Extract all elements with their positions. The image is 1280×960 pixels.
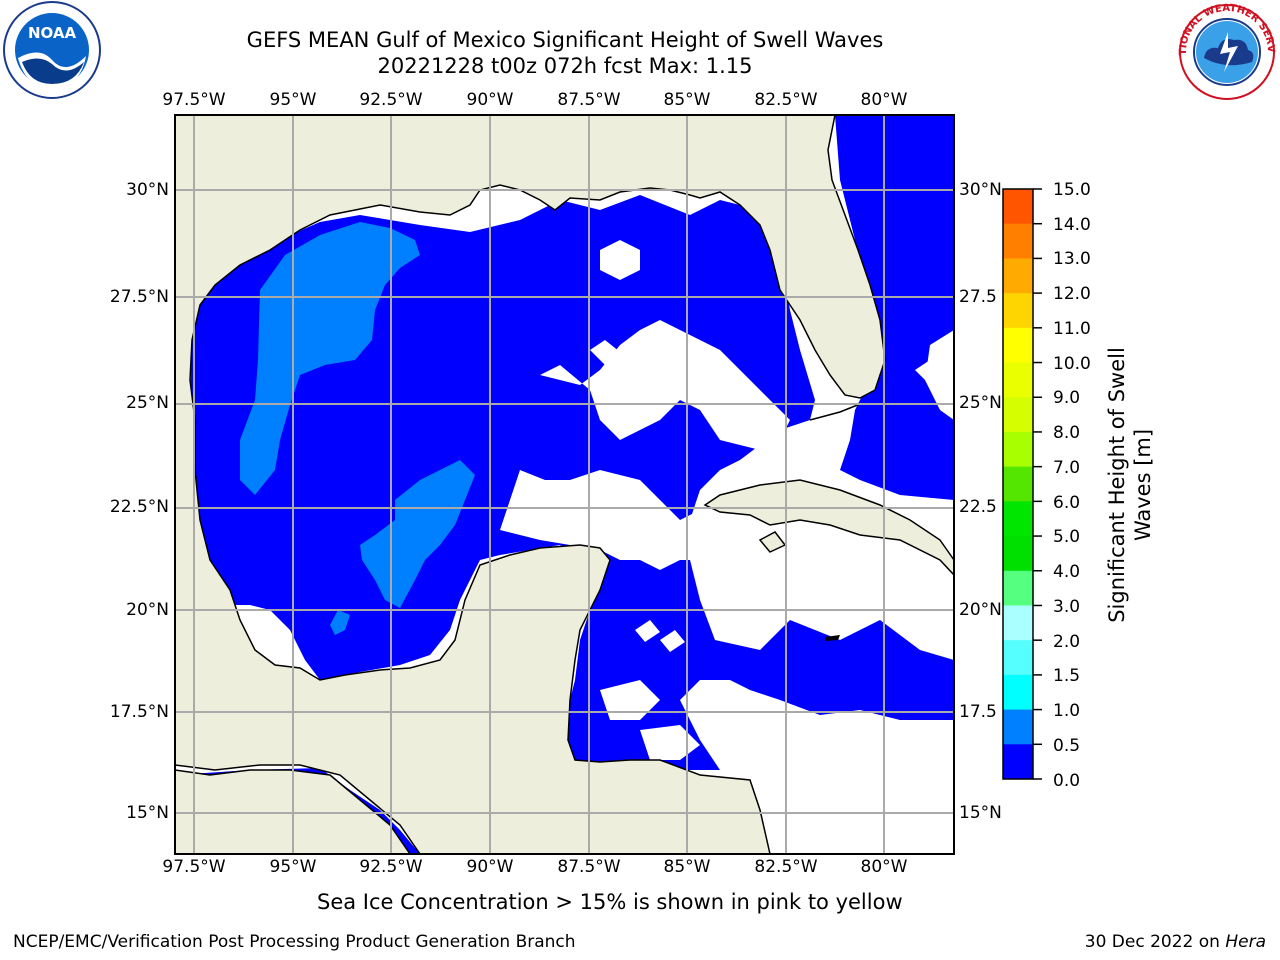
colorbar-tick-label: 4.0 <box>1053 562 1081 582</box>
colorbar-label-line1: Significant Height of Swell <box>1105 347 1129 623</box>
colorbar-tick-label: 2.0 <box>1053 632 1081 652</box>
colorbar-cell <box>1003 293 1033 329</box>
colorbar-frame <box>1002 188 1034 780</box>
lat-label-right: 15°N <box>959 803 1002 823</box>
colorbar-label-line2: Waves [m] <box>1131 429 1155 541</box>
lat-label-left: 17.5°N <box>109 702 169 722</box>
lat-label-left: 25°N <box>126 393 169 413</box>
chart-title: GEFS MEAN Gulf of Mexico Significant Hei… <box>246 28 884 52</box>
colorbar-cell <box>1003 709 1033 745</box>
colorbar-tick-label: 7.0 <box>1053 458 1081 478</box>
lon-label-bottom: 97.5°W <box>162 857 226 877</box>
noaa-logo-text: NOAA <box>28 24 77 42</box>
colorbar-tick-label: 12.0 <box>1053 284 1091 304</box>
colorbar-cell <box>1003 501 1033 537</box>
sea-ice-note: Sea Ice Concentration > 15% is shown in … <box>317 890 903 914</box>
colorbar-cell <box>1003 327 1033 364</box>
chart-subtitle: 20221228 t00z 072h fcst Max: 1.15 <box>377 54 753 78</box>
colorbar-cell <box>1003 223 1033 259</box>
swell-field-gaps <box>500 240 950 760</box>
lon-label-top: 97.5°W <box>162 90 226 110</box>
colorbar <box>1002 188 1042 780</box>
land <box>175 115 886 854</box>
colorbar-tick-label: 1.0 <box>1053 701 1081 721</box>
colorbar-cell <box>1003 466 1033 502</box>
colorbar-tick-label: 15.0 <box>1053 180 1091 200</box>
colorbar-cell <box>1003 258 1033 294</box>
colorbar-cell <box>1003 397 1033 433</box>
colorbar-tick-label: 9.0 <box>1053 388 1081 408</box>
colorbar-tick-label: 11.0 <box>1053 319 1091 339</box>
nws-logo: NATIONAL WEATHER SERVICE <box>1176 2 1276 100</box>
land-keys <box>809 403 861 421</box>
footer-date: 30 Dec 2022 on <box>1084 932 1226 952</box>
colorbar-cell <box>1003 431 1033 468</box>
colorbar-tick-label: 14.0 <box>1053 215 1091 235</box>
map-frame <box>174 114 955 855</box>
noaa-logo: NOAA <box>3 1 101 99</box>
lat-label-right: 25°N <box>959 393 1002 413</box>
colorbar-cell <box>1003 640 1033 676</box>
lon-label-bottom: 95°W <box>269 857 317 877</box>
colorbar-cell <box>1003 189 1033 225</box>
land-cayman <box>825 635 840 641</box>
colorbar-tick-label: 8.0 <box>1053 423 1081 443</box>
colorbar-cell <box>1003 674 1033 711</box>
lat-label-right: 22.5 <box>959 497 997 517</box>
lat-label-left: 22.5°N <box>109 497 169 517</box>
footer-right: 30 Dec 2022 on Hera <box>1085 932 1266 952</box>
colorbar-tick-label: 6.0 <box>1053 493 1081 513</box>
lon-label-bottom: 82.5°W <box>754 857 818 877</box>
colorbar-cells <box>1003 189 1033 780</box>
lat-label-right: 17.5 <box>959 702 997 722</box>
lon-label-top: 90°W <box>466 90 514 110</box>
lon-label-top: 80°W <box>860 90 908 110</box>
colorbar-tick-label: 5.0 <box>1053 527 1081 547</box>
colorbar-cell <box>1003 536 1033 572</box>
land-cuba <box>703 479 954 577</box>
footer-left: NCEP/EMC/Verification Post Processing Pr… <box>13 932 576 952</box>
lat-label-right: 27.5 <box>959 287 997 307</box>
colorbar-tick-label: 0.0 <box>1053 771 1081 791</box>
lon-label-top: 82.5°W <box>754 90 818 110</box>
colorbar-tick-label: 1.5 <box>1053 666 1081 686</box>
colorbar-tick-label: 10.0 <box>1053 354 1091 374</box>
lon-label-top: 92.5°W <box>359 90 423 110</box>
colorbar-cell <box>1003 362 1033 398</box>
colorbar-tick-label: 3.0 <box>1053 597 1081 617</box>
lon-label-bottom: 92.5°W <box>359 857 423 877</box>
lat-label-left: 15°N <box>126 803 169 823</box>
lon-label-top: 87.5°W <box>557 90 621 110</box>
lat-label-left: 20°N <box>126 600 169 620</box>
colorbar-cell <box>1003 605 1033 641</box>
lon-label-bottom: 80°W <box>860 857 908 877</box>
colorbar-ticks <box>1033 188 1042 780</box>
colorbar-tick-label: 0.5 <box>1053 736 1081 756</box>
lon-label-top: 95°W <box>269 90 317 110</box>
footer-host: Hera <box>1225 932 1266 952</box>
colorbar-tick-label: 13.0 <box>1053 249 1091 269</box>
lon-label-bottom: 85°W <box>663 857 711 877</box>
lat-label-left: 30°N <box>126 180 169 200</box>
colorbar-cell <box>1003 744 1033 780</box>
lon-label-top: 85°W <box>663 90 711 110</box>
lat-label-left: 27.5°N <box>109 287 169 307</box>
lon-label-bottom: 87.5°W <box>557 857 621 877</box>
gridlines <box>175 115 954 854</box>
lat-label-right: 20°N <box>959 600 1002 620</box>
colorbar-cell <box>1003 570 1033 606</box>
lon-label-bottom: 90°W <box>466 857 514 877</box>
colorbar-label: Significant Height of Swell Waves [m] <box>1105 347 1155 623</box>
lat-label-right: 30°N <box>959 180 1002 200</box>
